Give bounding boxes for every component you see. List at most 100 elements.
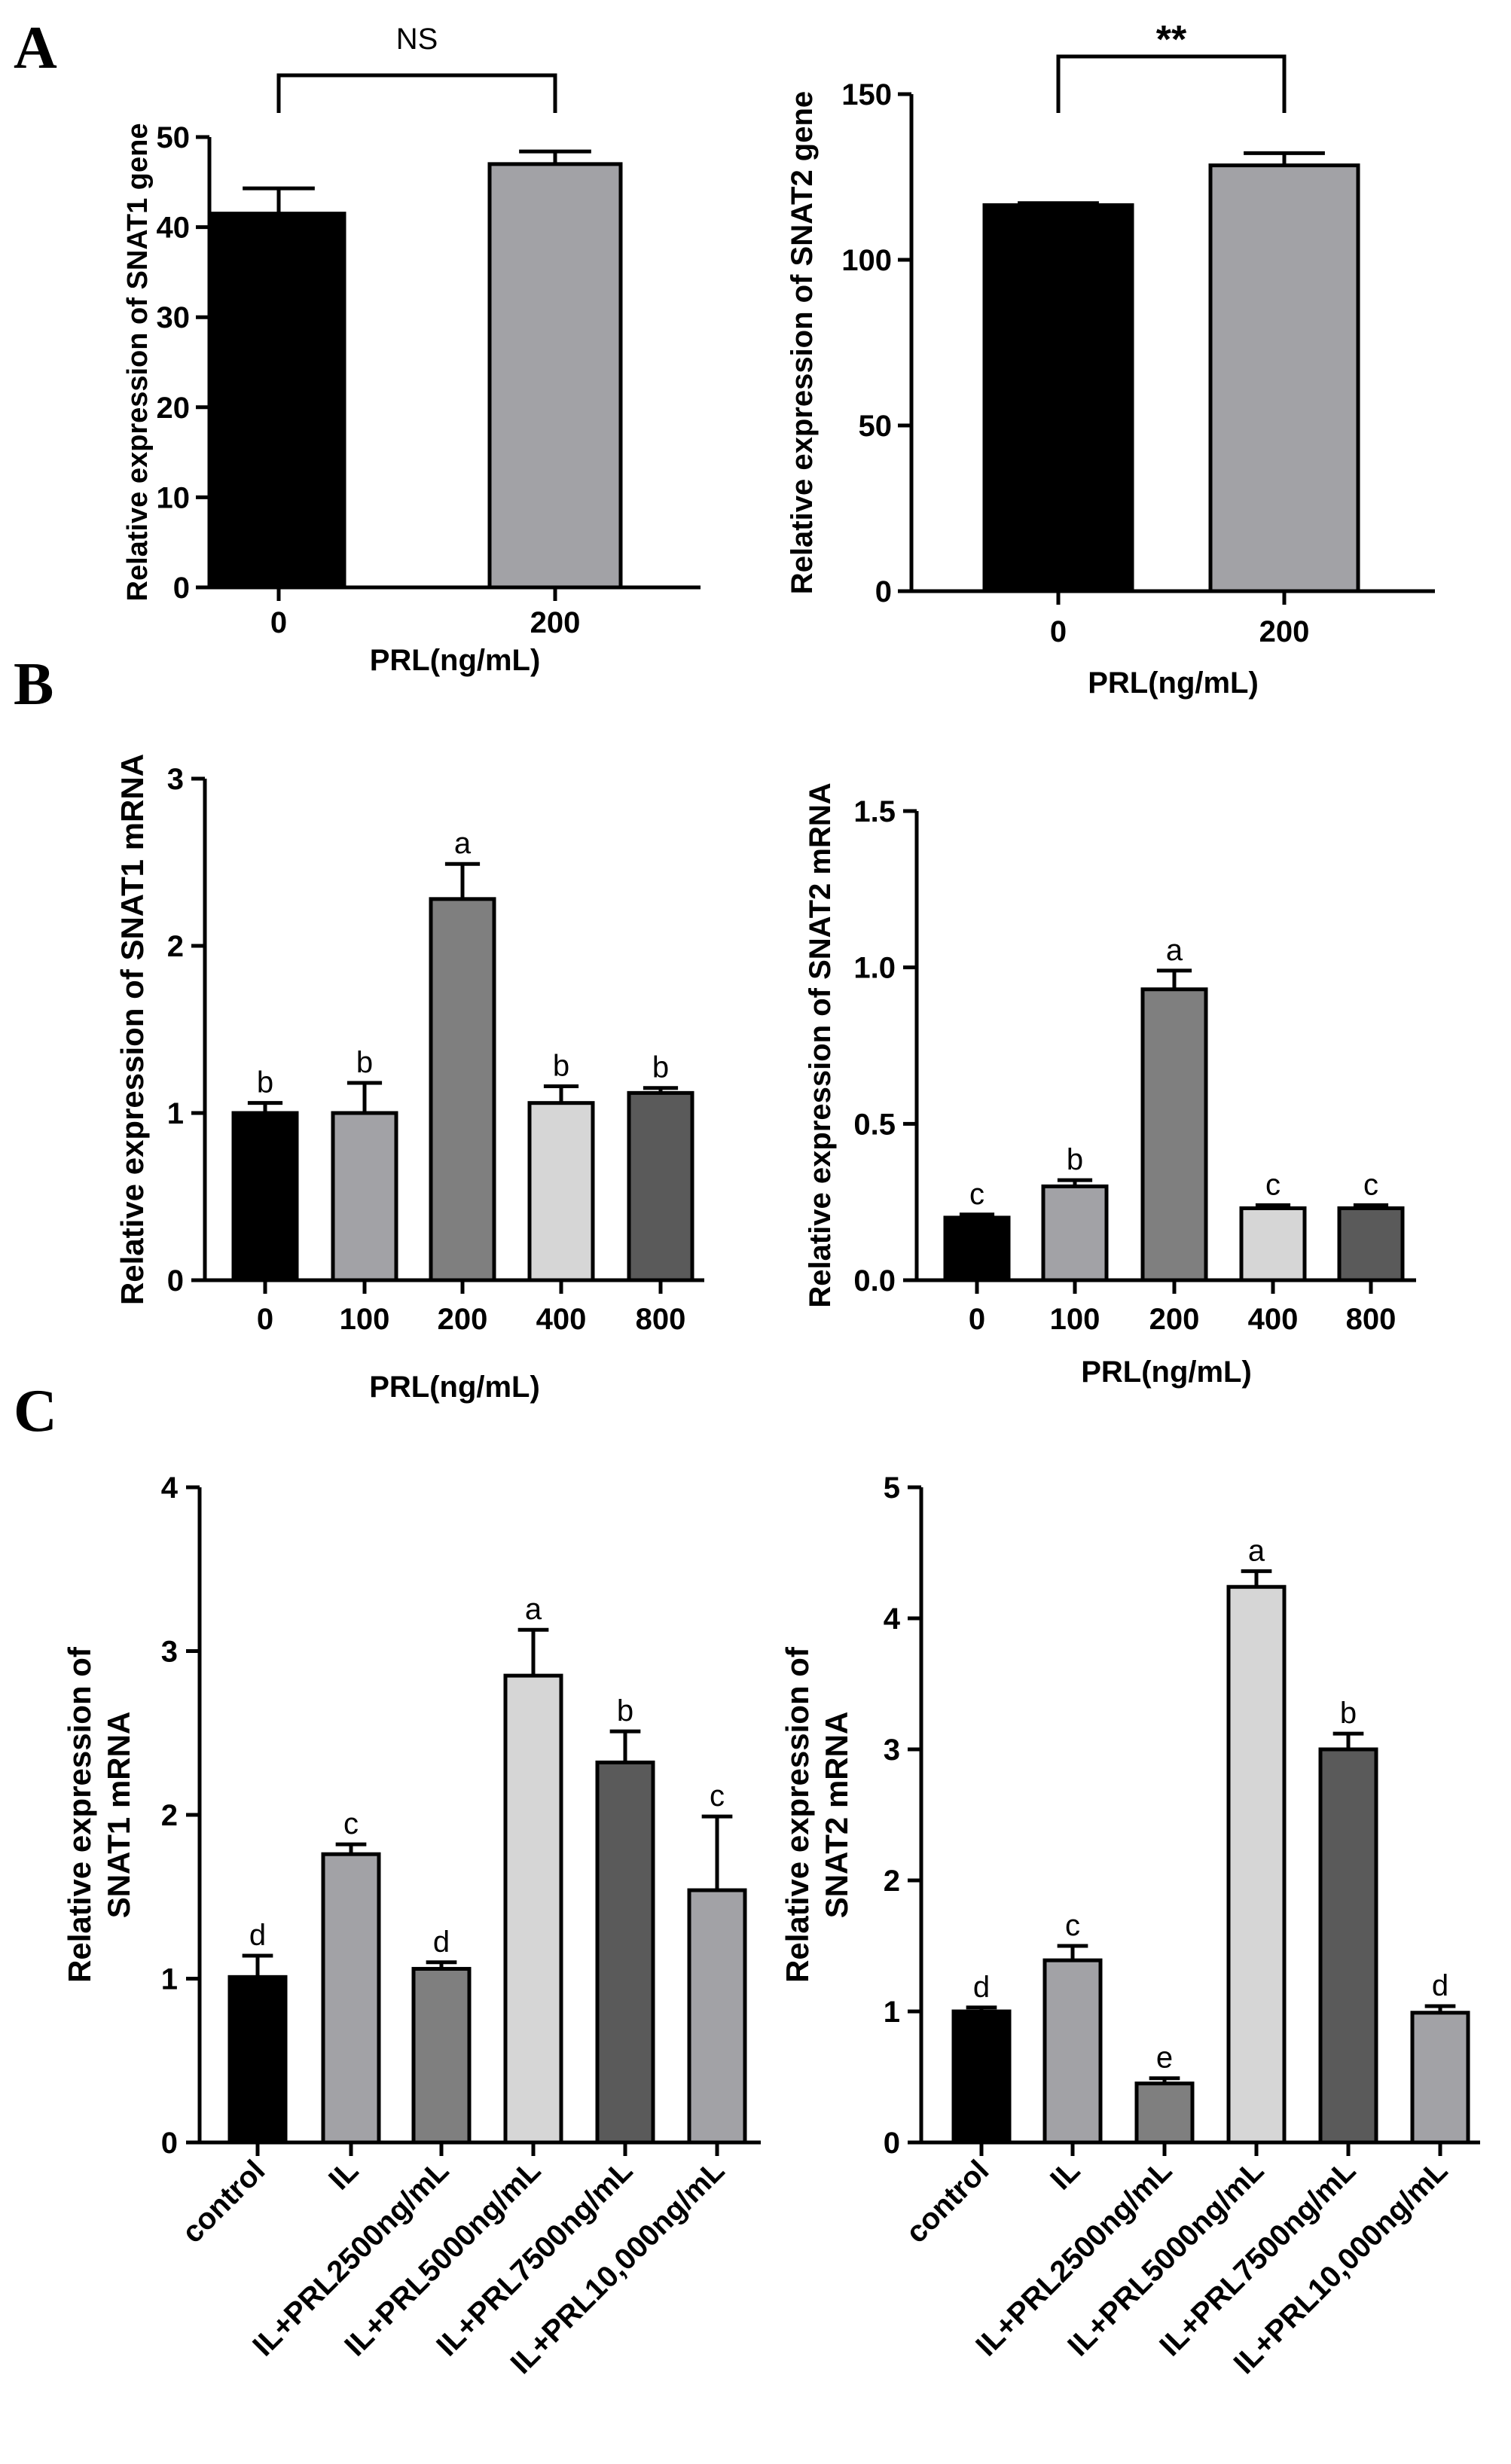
- bar: [1318, 1747, 1378, 2145]
- y-tick-label: 40: [157, 212, 191, 245]
- y-tick-label: 2: [161, 1799, 178, 1832]
- significance-letter: b: [1340, 1697, 1357, 1730]
- y-tick-label: 150: [841, 78, 892, 111]
- significance-label: **: [1156, 18, 1187, 62]
- significance-letter: b: [652, 1051, 669, 1084]
- x-tick-label: 200: [438, 1303, 488, 1336]
- x-tick-label: control: [899, 2154, 995, 2249]
- y-tick-label: 4: [161, 1471, 179, 1505]
- significance-letter: c: [1363, 1168, 1378, 1201]
- significance-letter: b: [257, 1066, 273, 1099]
- bar: [487, 162, 623, 590]
- x-tick-label: 200: [1259, 615, 1310, 648]
- bar: [1042, 1958, 1103, 2145]
- x-tick-label: 100: [1050, 1303, 1100, 1336]
- panel-letter-b: B: [14, 651, 53, 718]
- significance-letter: e: [1156, 2042, 1173, 2075]
- x-tick-label: 0: [1050, 615, 1067, 648]
- bar: [1337, 1206, 1405, 1282]
- x-tick-label: 400: [1248, 1303, 1299, 1336]
- chart-b-snat2-mrna: 0.0 0.5 1.0 1.5 c 0 b 100 a 200 c 400 c 800 PRL(ng/mL)…: [804, 782, 1416, 1389]
- chart-c-snat2-mrna: 012345dcontrolcILeIL+PRL2500ng/mLaIL+PRL…: [780, 1471, 1480, 2380]
- significance-letter: c: [969, 1178, 984, 1211]
- significance-letter: a: [454, 827, 472, 860]
- bar: [227, 1975, 288, 2145]
- significance-letter: c: [343, 1807, 359, 1840]
- chart-b-snat1-mrna: 0 1 2 3 b 0 b 100 a 200 b 400 b 800 PRL(ng/mL) Relative…: [114, 754, 704, 1404]
- significance-letter: c: [710, 1779, 725, 1813]
- significance-letter: c: [1265, 1168, 1281, 1201]
- bar: [411, 1966, 472, 2145]
- bar: [231, 1111, 299, 1282]
- y-tick-label: 1.0: [853, 952, 896, 985]
- x-tick-label: 800: [636, 1303, 686, 1336]
- y-tick-label: 100: [841, 244, 892, 277]
- chart-a-snat1-gene: 0 10 20 30 40 50 0 200 PRL(ng/mL) Relative expres…: [122, 23, 701, 677]
- y-tick-label: 0: [167, 1264, 184, 1298]
- significance-label: NS: [396, 23, 438, 56]
- y-tick-label: 0: [173, 572, 190, 605]
- x-tick-label: IL: [1044, 2154, 1086, 2196]
- x-axis-title: PRL(ng/mL): [370, 644, 541, 677]
- bar: [331, 1111, 398, 1282]
- significance-letter: b: [1067, 1143, 1083, 1176]
- bar: [1239, 1206, 1307, 1282]
- x-tick-label: 0: [969, 1303, 985, 1336]
- y-axis-title-line: SNAT1 mRNA: [101, 1712, 136, 1919]
- x-axis-title: PRL(ng/mL): [369, 1371, 540, 1404]
- bar: [951, 2009, 1012, 2145]
- y-tick-label: 2: [884, 1865, 900, 1898]
- x-tick-label: 200: [1149, 1303, 1200, 1336]
- y-axis-title: Relative expression of SNAT2 mRNA: [804, 782, 837, 1307]
- bar: [1041, 1184, 1109, 1282]
- bar: [687, 1888, 747, 2145]
- y-tick-label: 1: [167, 1097, 184, 1130]
- y-tick-label: 0.5: [853, 1108, 896, 1141]
- y-tick-label: 4: [884, 1603, 901, 1636]
- significance-letter: d: [973, 1971, 990, 2004]
- y-tick-label: 3: [161, 1636, 178, 1669]
- y-tick-label: 3: [884, 1734, 900, 1767]
- significance-letter: c: [1065, 1909, 1080, 1942]
- x-axis-title: PRL(ng/mL): [1088, 666, 1259, 700]
- y-tick-label: 30: [157, 301, 191, 334]
- y-tick-label: 50: [157, 121, 191, 154]
- bar: [595, 1760, 655, 2145]
- y-tick-label: 3: [167, 763, 184, 796]
- y-tick-label: 10: [157, 481, 191, 514]
- panel-letter-a: A: [14, 15, 57, 81]
- x-tick-label: 200: [530, 606, 581, 639]
- x-tick-label: 400: [536, 1303, 587, 1336]
- bar: [1226, 1584, 1287, 2145]
- significance-letter: d: [1432, 1969, 1448, 2002]
- y-axis-title: Relative expression of SNAT1 gene: [122, 124, 154, 602]
- significance-letter: a: [1248, 1534, 1265, 1567]
- bar: [527, 1101, 595, 1282]
- y-tick-label: 0: [884, 2127, 900, 2160]
- y-tick-label: 0: [875, 575, 892, 608]
- y-axis-title-line: Relative expression of: [62, 1646, 97, 1983]
- y-tick-label: 1.5: [853, 795, 896, 828]
- y-tick-label: 0: [161, 2127, 178, 2160]
- chart-c-snat1-mrna: 01234dcontrolcILdIL+PRL2500ng/mLaIL+PRL5…: [62, 1471, 761, 2380]
- y-tick-label: 1: [161, 1963, 178, 1996]
- bar: [1208, 163, 1360, 593]
- x-axis-title: PRL(ng/mL): [1081, 1356, 1252, 1389]
- bar: [503, 1673, 563, 2145]
- y-tick-label: 2: [167, 930, 184, 963]
- significance-letter: a: [1166, 934, 1183, 967]
- bar: [943, 1215, 1011, 1282]
- x-tick-label: 100: [340, 1303, 390, 1336]
- x-tick-label: 0: [270, 606, 287, 639]
- x-tick-label: 0: [257, 1303, 273, 1336]
- y-tick-label: 5: [884, 1471, 900, 1505]
- y-axis-title-line: SNAT2 mRNA: [819, 1712, 854, 1919]
- bar: [627, 1090, 694, 1282]
- bar: [429, 897, 496, 1282]
- significance-letter: a: [525, 1593, 542, 1626]
- significance-bracket: [1056, 54, 1287, 113]
- bar: [1140, 987, 1208, 1282]
- significance-letter: b: [617, 1694, 633, 1728]
